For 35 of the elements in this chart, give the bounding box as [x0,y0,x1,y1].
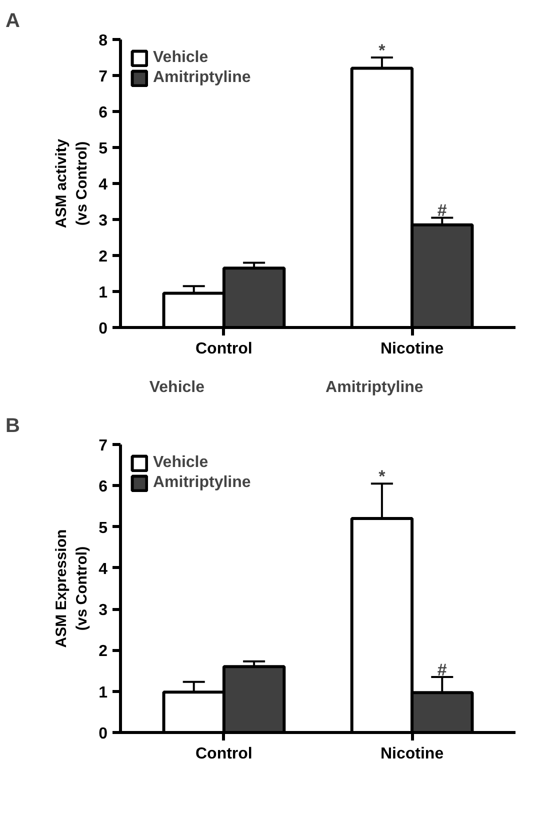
x-tick-label: Nicotine [380,746,444,762]
y-tick-label: 7 [98,68,108,86]
y-tick-label: 6 [98,104,108,122]
annotation: * [378,41,386,60]
legend-label: Amitriptyline [153,69,251,87]
y-tick-label: 5 [98,140,108,158]
y-tick-label: 0 [98,726,108,742]
x-tick-label: Nicotine [380,340,444,358]
y-axis-title: ASM activity (vs Control) [53,138,91,228]
y-tick-label: 1 [98,284,108,302]
annotation: # [437,660,448,680]
y-tick-label: 0 [98,320,108,338]
y-tick-label: 2 [98,643,108,660]
y-tick-label: 2 [98,248,108,266]
chart-title: A [6,10,20,32]
y-tick-label: 3 [98,602,108,620]
y-tick-label: 5 [98,520,108,537]
text: Vehicle [149,379,205,396]
y-axis-title: ASM Expression (vs Control) [53,529,91,648]
y-tick-label: 1 [98,684,108,702]
x-tick-label: Control [196,746,252,762]
y-tick-label: 3 [98,212,108,230]
text: Amitriptyline [326,379,424,396]
annotation: # [437,201,448,220]
y-tick-label: 6 [98,478,108,496]
y-tick-label: 4 [98,560,108,578]
annotation: * [378,467,386,486]
y-tick-label: 7 [98,438,108,454]
x-tick-label: Control [196,340,252,358]
chart-title: B [6,415,20,437]
y-tick-label: 8 [98,32,108,50]
legend-label: Vehicle [153,49,208,67]
y-tick-label: 4 [98,176,108,194]
legend-label: Vehicle [153,454,208,472]
legend-label: Amitriptyline [153,474,251,492]
